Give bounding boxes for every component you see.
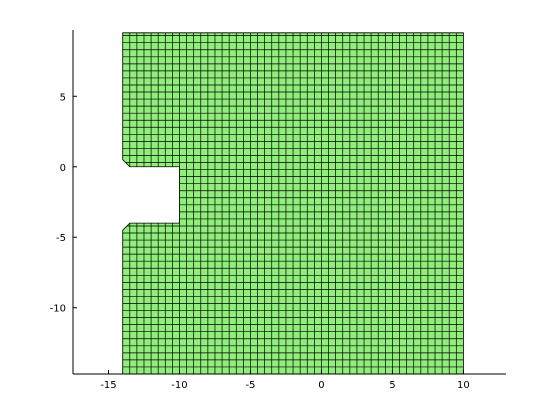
x-tick-label: -15 [100,380,116,391]
x-tick-label: -10 [171,380,187,391]
mesh-grid-lines [122,32,464,374]
x-tick-label: -5 [245,380,255,391]
y-tick-label: -5 [56,233,66,244]
x-tick-label: 0 [318,380,324,391]
y-tick-label: -10 [50,304,66,315]
y-tick-label: 5 [60,92,66,103]
x-tick-label: 5 [389,380,395,391]
mesh-outline [122,32,464,375]
x-tick-label: 10 [457,380,470,391]
y-tick-label: 0 [60,163,66,174]
